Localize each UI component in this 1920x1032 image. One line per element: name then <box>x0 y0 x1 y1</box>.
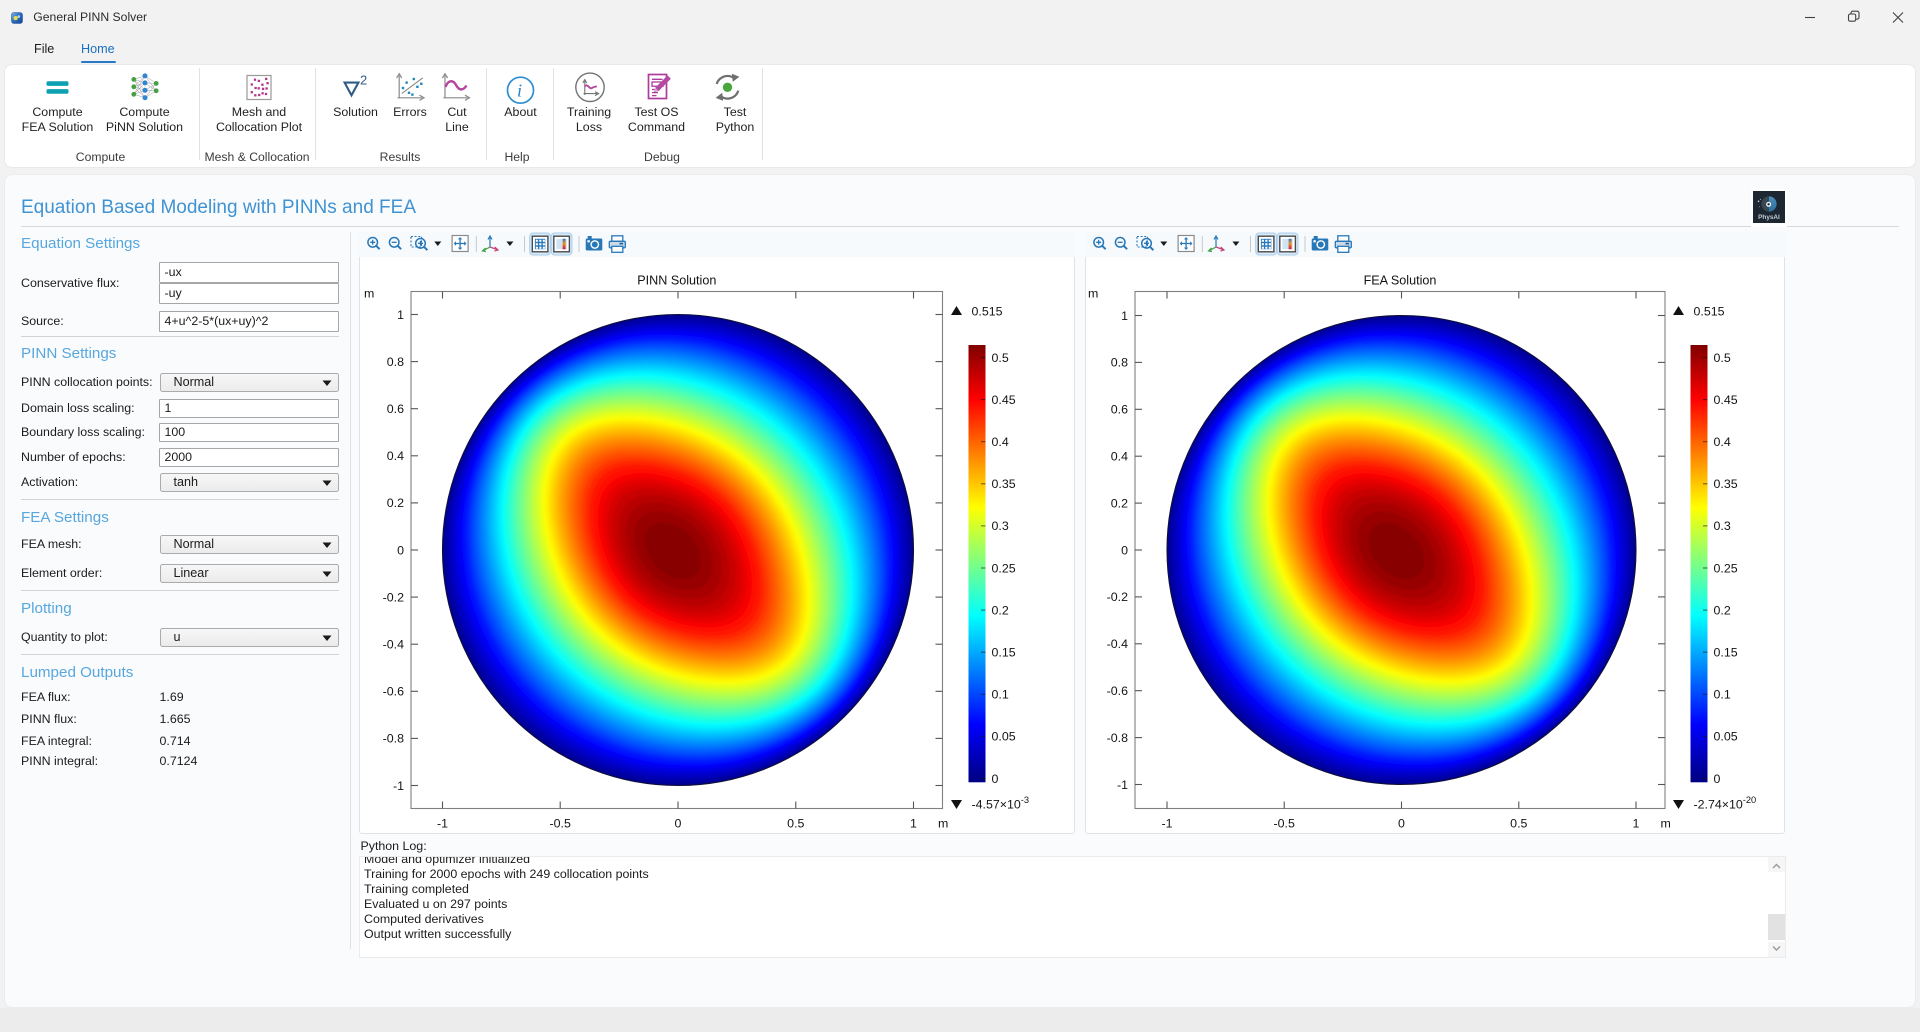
svg-text:-0.5: -0.5 <box>1274 817 1295 831</box>
svg-text:0.05: 0.05 <box>992 730 1016 744</box>
svg-text:m: m <box>364 286 374 300</box>
svg-text:0.4: 0.4 <box>1111 450 1128 464</box>
svg-text:0.6: 0.6 <box>1111 403 1128 417</box>
svg-text:0.25: 0.25 <box>1714 561 1738 575</box>
svg-text:-0.6: -0.6 <box>383 685 404 699</box>
svg-text:0.25: 0.25 <box>992 561 1016 575</box>
svg-text:FEA Solution: FEA Solution <box>1364 274 1437 288</box>
svg-text:0.8: 0.8 <box>1111 356 1128 370</box>
svg-text:0.5: 0.5 <box>1714 351 1731 365</box>
svg-text:PhysAI: PhysAI <box>1758 214 1780 221</box>
svg-text:0: 0 <box>1714 772 1721 786</box>
svg-text:-0.8: -0.8 <box>1107 731 1128 745</box>
svg-text:0.35: 0.35 <box>1714 477 1738 491</box>
svg-text:0.2: 0.2 <box>1714 603 1731 617</box>
svg-text:0: 0 <box>1121 543 1128 557</box>
svg-text:0: 0 <box>1398 817 1405 831</box>
svg-text:0.515: 0.515 <box>1694 304 1725 318</box>
svg-text:0.5: 0.5 <box>1510 817 1527 831</box>
svg-text:0.15: 0.15 <box>1714 646 1738 660</box>
svg-text:-0.2: -0.2 <box>383 590 404 604</box>
svg-text:-0.8: -0.8 <box>383 732 404 746</box>
svg-text:1: 1 <box>1633 817 1640 831</box>
svg-text:m: m <box>938 817 948 831</box>
svg-text:0.2: 0.2 <box>1111 496 1128 510</box>
svg-text:PINN Solution: PINN Solution <box>637 274 716 288</box>
svg-text:0.5: 0.5 <box>787 817 804 831</box>
svg-text:0: 0 <box>397 543 404 557</box>
svg-text:0.45: 0.45 <box>992 393 1016 407</box>
svg-text:m: m <box>1661 817 1671 831</box>
svg-text:0.1: 0.1 <box>992 688 1009 702</box>
svg-text:-0.5: -0.5 <box>550 817 571 831</box>
svg-text:0.3: 0.3 <box>992 519 1009 533</box>
svg-text:-2.74×10-20: -2.74×10-20 <box>1694 795 1757 812</box>
svg-text:0: 0 <box>675 817 682 831</box>
svg-text:1: 1 <box>1121 309 1128 323</box>
svg-text:0.1: 0.1 <box>1714 688 1731 702</box>
svg-text:2: 2 <box>360 73 367 88</box>
svg-text:0.2: 0.2 <box>992 603 1009 617</box>
svg-text:0.15: 0.15 <box>992 646 1016 660</box>
svg-text:0.5: 0.5 <box>992 351 1009 365</box>
svg-text:0.4: 0.4 <box>1714 435 1731 449</box>
svg-text:-0.2: -0.2 <box>1107 590 1128 604</box>
svg-text:0.6: 0.6 <box>387 402 404 416</box>
svg-text:i: i <box>517 81 522 101</box>
svg-text:0.2: 0.2 <box>387 496 404 510</box>
svg-text:-1: -1 <box>437 817 448 831</box>
svg-text:0: 0 <box>992 772 999 786</box>
svg-text:-0.4: -0.4 <box>383 638 404 652</box>
svg-text:m: m <box>1088 286 1098 300</box>
svg-text:-0.6: -0.6 <box>1107 684 1128 698</box>
svg-text:-1: -1 <box>393 779 404 793</box>
svg-text:-1: -1 <box>1161 817 1172 831</box>
svg-text:0.45: 0.45 <box>1714 393 1738 407</box>
svg-text:1: 1 <box>910 817 917 831</box>
svg-text:0.35: 0.35 <box>992 477 1016 491</box>
svg-text:0.3: 0.3 <box>1714 519 1731 533</box>
svg-text:0.8: 0.8 <box>387 355 404 369</box>
svg-text:0.4: 0.4 <box>387 449 404 463</box>
svg-text:1: 1 <box>397 308 404 322</box>
svg-text:0.515: 0.515 <box>972 304 1003 318</box>
svg-text:0.05: 0.05 <box>1714 730 1738 744</box>
svg-text:-0.4: -0.4 <box>1107 637 1128 651</box>
svg-text:-1: -1 <box>1117 778 1128 792</box>
svg-text:0.4: 0.4 <box>992 435 1009 449</box>
svg-text:-4.57×10-3: -4.57×10-3 <box>972 795 1030 812</box>
